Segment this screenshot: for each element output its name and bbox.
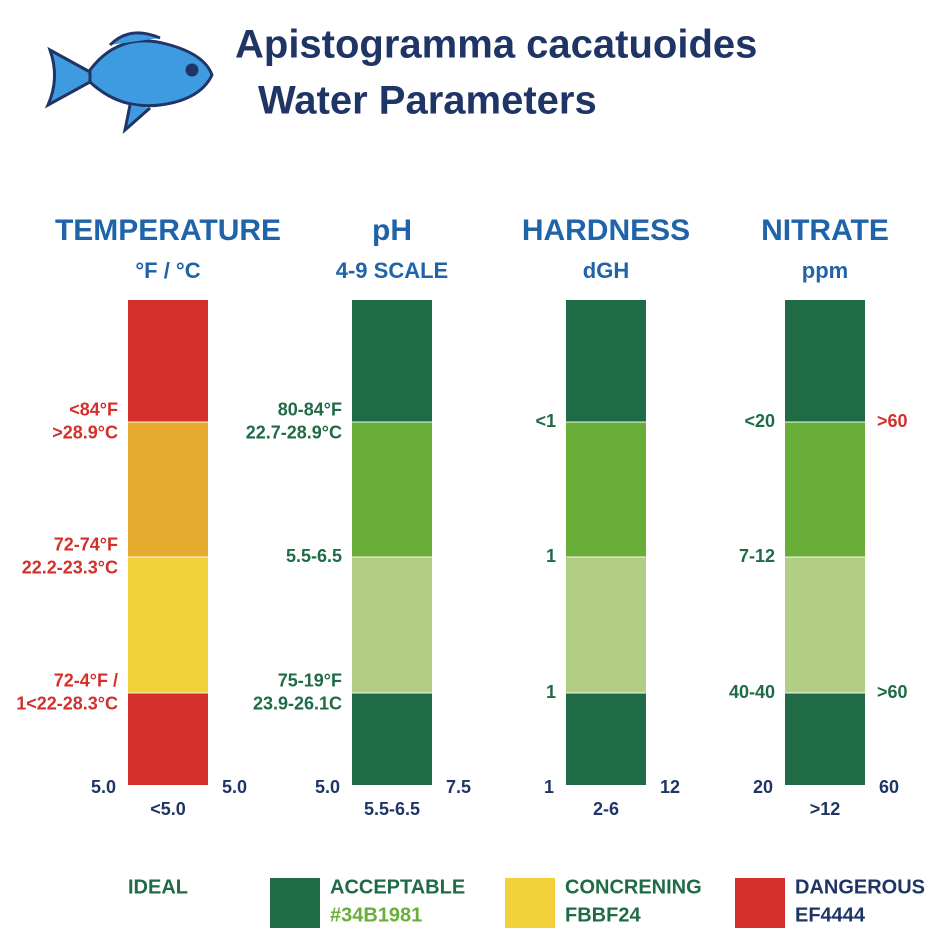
scale-segment <box>566 300 646 422</box>
level-label: 5.5-6.5 <box>286 546 342 566</box>
level-label: 1 <box>546 546 556 566</box>
level-label: 1 <box>546 682 556 702</box>
legend-swatch <box>735 878 785 928</box>
column-unit: 4-9 SCALE <box>336 258 448 283</box>
scale-segment <box>352 422 432 557</box>
scale-segment <box>785 557 865 693</box>
level-label: <1 <box>535 411 556 431</box>
bottom-label: 5.0 <box>315 777 340 797</box>
scale-segment <box>566 422 646 557</box>
column-header: NITRATE <box>761 214 889 247</box>
legend-code: EF4444 <box>795 904 866 926</box>
level-label: 1<22-28.3°C <box>16 693 118 713</box>
legend-name: ACCEPTABLE <box>330 876 465 898</box>
column-unit: °F / °C <box>135 258 200 283</box>
level-label: <20 <box>744 411 775 431</box>
column-header: HARDNESS <box>522 214 690 247</box>
scale-segment <box>566 557 646 693</box>
legend-name: DANGEROUS <box>795 876 925 898</box>
column-unit: ppm <box>802 258 848 283</box>
column-unit: dGH <box>583 258 629 283</box>
level-label: 75-19°F <box>278 670 342 690</box>
level-label: 22.2-23.3°C <box>22 557 118 577</box>
legend-ideal: IDEAL <box>128 876 188 898</box>
below-label: >12 <box>810 799 841 819</box>
scale-segment <box>128 300 208 422</box>
column-header: pH <box>372 214 412 247</box>
level-label: 40-40 <box>729 682 775 702</box>
level-label: 72-74°F <box>54 534 118 554</box>
level-label: 80-84°F <box>278 399 342 419</box>
bottom-label: 5.0 <box>222 777 247 797</box>
below-label: 2-6 <box>593 799 619 819</box>
legend-code: FBBF24 <box>565 904 641 926</box>
bottom-label: 60 <box>879 777 899 797</box>
title: Apistogramma cacatuoides <box>235 23 757 67</box>
scale-segment <box>128 422 208 557</box>
scale-segment <box>128 557 208 693</box>
level-label: 22.7-28.9°C <box>246 422 342 442</box>
scale-segment <box>128 693 208 785</box>
below-label: <5.0 <box>150 799 186 819</box>
legend-swatch <box>505 878 555 928</box>
level-label: 7-12 <box>739 546 775 566</box>
bottom-label: 12 <box>660 777 680 797</box>
level-label: >60 <box>877 411 908 431</box>
level-label: >60 <box>877 682 908 702</box>
level-label: 72-4°F / <box>54 670 118 690</box>
below-label: 5.5-6.5 <box>364 799 420 819</box>
legend-name: CONCRENING <box>565 876 702 898</box>
legend-code: #34B1981 <box>330 904 422 926</box>
title: Water Parameters <box>258 79 597 123</box>
scale-segment <box>785 693 865 785</box>
scale-segment <box>785 422 865 557</box>
bottom-label: 5.0 <box>91 777 116 797</box>
fish-icon <box>44 31 214 135</box>
legend-swatch <box>270 878 320 928</box>
level-label: 23.9-26.1C <box>253 693 342 713</box>
scale-segment <box>352 557 432 693</box>
bottom-label: 1 <box>544 777 554 797</box>
scale-segment <box>785 300 865 422</box>
scale-segment <box>566 693 646 785</box>
scale-segment <box>352 693 432 785</box>
scale-segment <box>352 300 432 422</box>
bottom-label: 20 <box>753 777 773 797</box>
level-label: <84°F <box>69 399 118 419</box>
column-header: TEMPERATURE <box>55 214 281 247</box>
bottom-label: 7.5 <box>446 777 471 797</box>
level-label: >28.9°C <box>52 422 118 442</box>
